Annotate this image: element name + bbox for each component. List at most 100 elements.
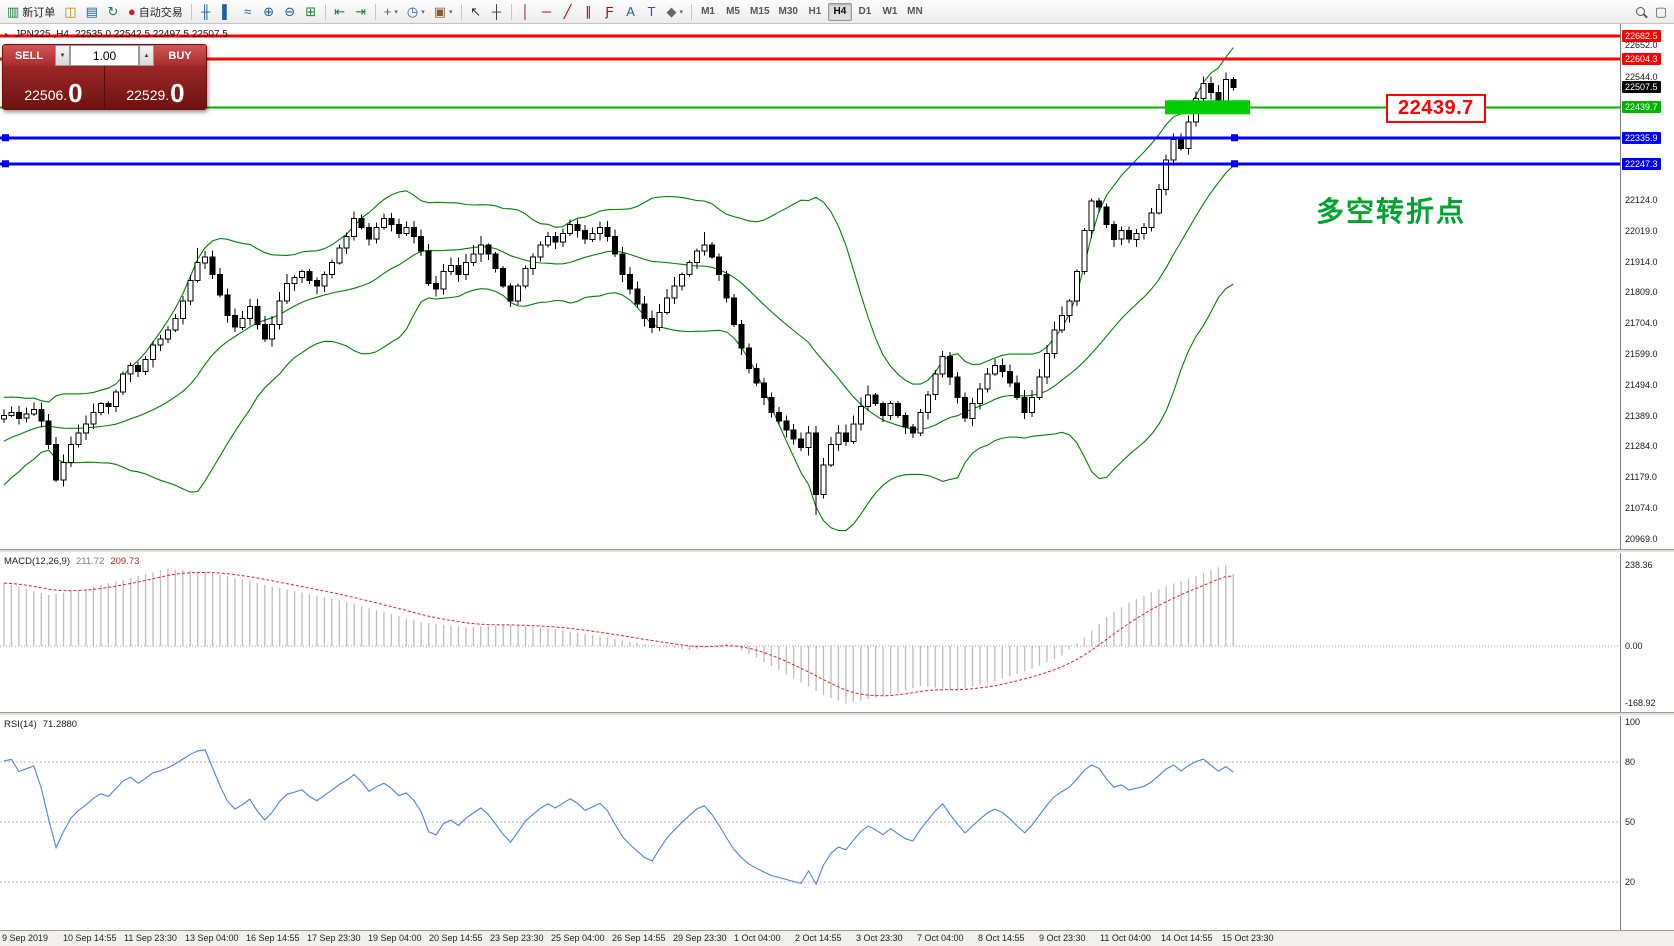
refresh-icon[interactable]: ↻ bbox=[103, 2, 123, 22]
line-chart-type-button[interactable]: ≈ bbox=[238, 2, 258, 22]
macd-canvas[interactable] bbox=[0, 553, 1620, 712]
magnifier-glyph bbox=[1636, 7, 1646, 16]
price-tag-22439.7: 22439.7 bbox=[1622, 101, 1661, 114]
panel-splitter-macd[interactable] bbox=[0, 549, 1674, 553]
auto-scroll-button[interactable]: ⇤ bbox=[330, 2, 350, 22]
new-order-button-glyph: ▥ bbox=[7, 4, 20, 19]
ohlc-text: 22535.0 22542.5 22497.5 22507.5 bbox=[74, 29, 228, 40]
rsi-line bbox=[3, 749, 1234, 886]
price-label-238.36: 238.36 bbox=[1625, 560, 1653, 570]
volume-increase-button[interactable]: ▲ bbox=[139, 45, 154, 66]
time-label: 29 Sep 23:30 bbox=[673, 933, 727, 943]
shapes-button[interactable]: ◆ ▾ bbox=[663, 2, 688, 22]
text-button[interactable]: A bbox=[621, 2, 641, 22]
crosshair-button[interactable]: ┼ bbox=[487, 2, 507, 22]
price-tag-22604.3: 22604.3 bbox=[1622, 53, 1661, 65]
fibonacci-button[interactable]: Ƒ bbox=[600, 2, 620, 22]
autotrading-button[interactable]: ● 自动交易 bbox=[124, 2, 187, 22]
timeframe-button-h1[interactable]: H1 bbox=[808, 6, 822, 17]
cursor-button[interactable]: ↖ bbox=[466, 2, 486, 22]
price-label-21704.0: 21704.0 bbox=[1625, 318, 1658, 329]
rsi-name: RSI(14) bbox=[4, 719, 37, 730]
support-line-blue-upper[interactable] bbox=[0, 134, 1620, 142]
text-label-button-glyph: T bbox=[647, 4, 656, 19]
volume-decrease-button[interactable]: ▼ bbox=[55, 45, 70, 66]
price-label-22124.0: 22124.0 bbox=[1625, 194, 1658, 205]
vertical-line-button[interactable]: │ bbox=[516, 2, 536, 22]
zoom-in-button[interactable]: ⊕ bbox=[259, 2, 279, 22]
bollinger-lower-band bbox=[3, 283, 1234, 532]
timeframe-button-m5[interactable]: M5 bbox=[726, 6, 740, 17]
toolbar-separator bbox=[691, 3, 693, 20]
price-label-21284.0: 21284.0 bbox=[1625, 441, 1658, 452]
text-label-button[interactable]: T bbox=[642, 2, 662, 22]
indicators-button[interactable]: + ▾ bbox=[380, 2, 402, 22]
bar-chart-type-button[interactable]: ╫ bbox=[196, 2, 216, 22]
line-selection-handle[interactable] bbox=[1231, 134, 1238, 142]
timeframe-button-w1[interactable]: W1 bbox=[882, 6, 898, 17]
trade-panel-controls: SELL ▼ ▲ BUY bbox=[3, 45, 206, 66]
tile-windows-button-glyph: ⊞ bbox=[305, 4, 317, 19]
price-callout-box[interactable]: 22439.7 bbox=[1386, 94, 1486, 123]
profiles-icon[interactable]: ▤ bbox=[82, 2, 102, 22]
main-chart-panel[interactable] bbox=[0, 24, 1620, 549]
highlight-zone-rect[interactable] bbox=[1165, 100, 1250, 115]
price-label-22652.0: 22652.0 bbox=[1625, 40, 1658, 50]
line-selection-handle[interactable] bbox=[2, 160, 9, 168]
new-chart-icon[interactable]: ◫ bbox=[60, 2, 80, 22]
auto-scroll-button-glyph: ⇤ bbox=[334, 4, 346, 19]
tile-windows-button[interactable]: ⊞ bbox=[301, 2, 321, 22]
timeframe-button-d1[interactable]: D1 bbox=[858, 6, 872, 17]
sell-button[interactable]: SELL bbox=[3, 45, 55, 66]
macd-label: MACD(12,26,9) 211.72 209.73 bbox=[4, 556, 139, 567]
volume-input[interactable] bbox=[70, 45, 139, 66]
main-chart-canvas[interactable] bbox=[0, 24, 1620, 549]
price-divider bbox=[104, 66, 105, 109]
timeframe-button-mn[interactable]: MN bbox=[907, 6, 923, 17]
line-selection-handle[interactable] bbox=[1231, 160, 1238, 168]
timeframe-button-h4[interactable]: H4 bbox=[827, 2, 852, 21]
price-label-80: 80 bbox=[1625, 757, 1636, 767]
buy-button[interactable]: BUY bbox=[154, 45, 206, 66]
price-label-21494.0: 21494.0 bbox=[1625, 379, 1658, 390]
timeframe-button-m1[interactable]: M1 bbox=[701, 6, 715, 17]
refresh-icon-glyph: ↻ bbox=[107, 4, 119, 19]
candlestick-type-button[interactable]: ▌ bbox=[217, 2, 237, 22]
support-line-blue-lower[interactable] bbox=[0, 160, 1620, 168]
price-tag-22247.3: 22247.3 bbox=[1622, 157, 1661, 170]
time-label: 8 Oct 14:55 bbox=[978, 933, 1025, 943]
rsi-value: 71.2880 bbox=[42, 719, 78, 730]
chart-shift-button[interactable]: ⇥ bbox=[351, 2, 371, 22]
symbol-period-text: JPN225.,H4 bbox=[15, 29, 69, 40]
zoom-out-button[interactable]: ⊖ bbox=[280, 2, 300, 22]
macd-panel[interactable] bbox=[0, 553, 1620, 712]
toolbar-separator bbox=[510, 3, 512, 20]
turning-point-annotation[interactable]: 多空转折点 bbox=[1316, 196, 1467, 227]
search-icon[interactable] bbox=[1631, 2, 1651, 22]
price-label-21389.0: 21389.0 bbox=[1625, 410, 1658, 421]
new-order-button[interactable]: ▥ 新订单 bbox=[3, 2, 59, 22]
time-label: 11 Oct 04:00 bbox=[1100, 933, 1151, 943]
time-axis[interactable]: 9 Sep 2019 10 Sep 14:55 11 Sep 23:30 13 Sep… bbox=[0, 930, 1674, 946]
price-scale[interactable]: 22682.5 22652.0 22604.3 22544.0 22507.5 22439… bbox=[1620, 24, 1674, 930]
trendline-button[interactable]: ╱ bbox=[558, 2, 578, 22]
templates-button[interactable]: ▣ ▾ bbox=[430, 2, 457, 22]
macd-signal-line bbox=[3, 572, 1234, 697]
price-label-100: 100 bbox=[1625, 717, 1641, 727]
channel-button-glyph: ∥ bbox=[585, 4, 592, 19]
rsi-panel[interactable] bbox=[0, 716, 1620, 930]
channel-button[interactable]: ∥ bbox=[579, 2, 599, 22]
horizontal-line-button[interactable]: ─ bbox=[537, 2, 557, 22]
window-layout-icon[interactable]: ▢ bbox=[1651, 2, 1671, 22]
bar-chart-type-button-glyph: ╫ bbox=[201, 4, 211, 19]
line-selection-handle[interactable] bbox=[2, 134, 9, 142]
timeframe-button-m15[interactable]: M15 bbox=[750, 6, 770, 17]
panel-splitter-rsi[interactable] bbox=[0, 712, 1674, 716]
autotrading-button-glyph: ● bbox=[127, 4, 136, 19]
one-click-trading-panel: SELL ▼ ▲ BUY 22506. 0 22529. 0 bbox=[2, 44, 207, 110]
periods-button[interactable]: ◷ ▾ bbox=[403, 2, 429, 22]
rsi-canvas[interactable] bbox=[0, 716, 1620, 930]
sell-price-display: 22506. 0 bbox=[3, 66, 104, 109]
timeframe-button-m30[interactable]: M30 bbox=[778, 6, 798, 17]
window-layout-icon-glyph: ▢ bbox=[1654, 4, 1667, 19]
